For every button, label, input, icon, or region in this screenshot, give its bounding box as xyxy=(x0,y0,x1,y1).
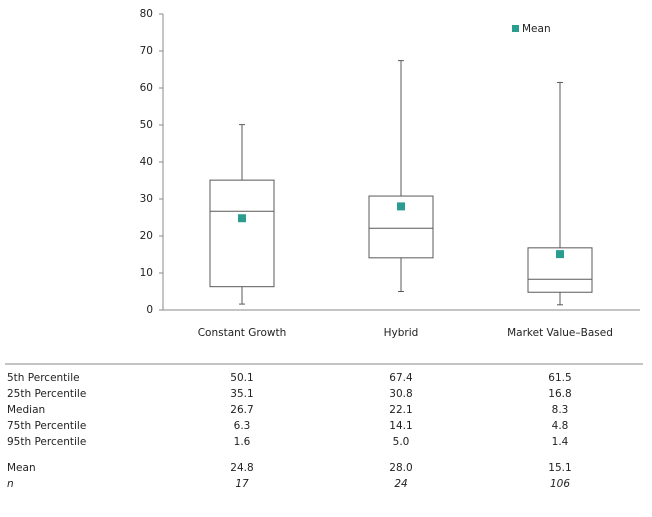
y-tick-label: 80 xyxy=(140,8,153,20)
table-cell: 1.4 xyxy=(552,436,569,448)
mean-marker xyxy=(556,250,564,259)
row-label: Mean xyxy=(7,462,36,474)
table-cell: 67.4 xyxy=(389,372,413,384)
legend-marker xyxy=(512,25,519,32)
table-cell: 26.7 xyxy=(230,404,253,416)
y-tick-label: 60 xyxy=(140,82,153,94)
table-cell: 5.0 xyxy=(393,436,410,448)
row-label: 5th Percentile xyxy=(7,372,80,384)
table-cell: 1.6 xyxy=(234,436,251,448)
table-cell: 28.0 xyxy=(389,462,412,474)
y-tick-label: 10 xyxy=(140,267,153,279)
row-label: Median xyxy=(7,404,45,416)
row-label: n xyxy=(7,478,14,490)
row-label: 95th Percentile xyxy=(7,436,86,448)
table-cell: 106 xyxy=(550,478,570,490)
table-cell: 4.8 xyxy=(552,420,569,432)
row-label: 75th Percentile xyxy=(7,420,86,432)
table-cell: 6.3 xyxy=(234,420,251,432)
box xyxy=(368,195,434,259)
y-tick-label: 40 xyxy=(140,156,153,168)
y-tick-label: 50 xyxy=(140,119,153,131)
x-tick-label: Market Value–Based xyxy=(507,327,613,339)
table-cell: 61.5 xyxy=(548,372,571,384)
table-cell: 35.1 xyxy=(230,388,253,400)
y-tick-label: 20 xyxy=(140,230,153,242)
table-cell: 8.3 xyxy=(552,404,569,416)
table-cell: 30.8 xyxy=(389,388,412,400)
y-tick-label: 30 xyxy=(140,193,153,205)
table-cell: 24 xyxy=(394,478,407,490)
y-tick-label: 70 xyxy=(140,45,153,57)
table-cell: 14.1 xyxy=(389,420,412,432)
table-cell: 15.1 xyxy=(548,462,571,474)
box xyxy=(209,179,275,288)
legend-label: Mean xyxy=(522,23,551,35)
x-tick-label: Constant Growth xyxy=(198,327,287,339)
table-cell: 22.1 xyxy=(389,404,412,416)
y-tick-label: 0 xyxy=(146,304,153,316)
x-tick-label: Hybrid xyxy=(384,327,419,339)
table-cell: 16.8 xyxy=(548,388,571,400)
table-cell: 17 xyxy=(235,478,249,490)
mean-marker xyxy=(397,202,405,211)
row-label: 25th Percentile xyxy=(7,388,86,400)
table-cell: 50.1 xyxy=(230,372,253,384)
mean-marker xyxy=(238,214,246,223)
table-cell: 24.8 xyxy=(230,462,253,474)
